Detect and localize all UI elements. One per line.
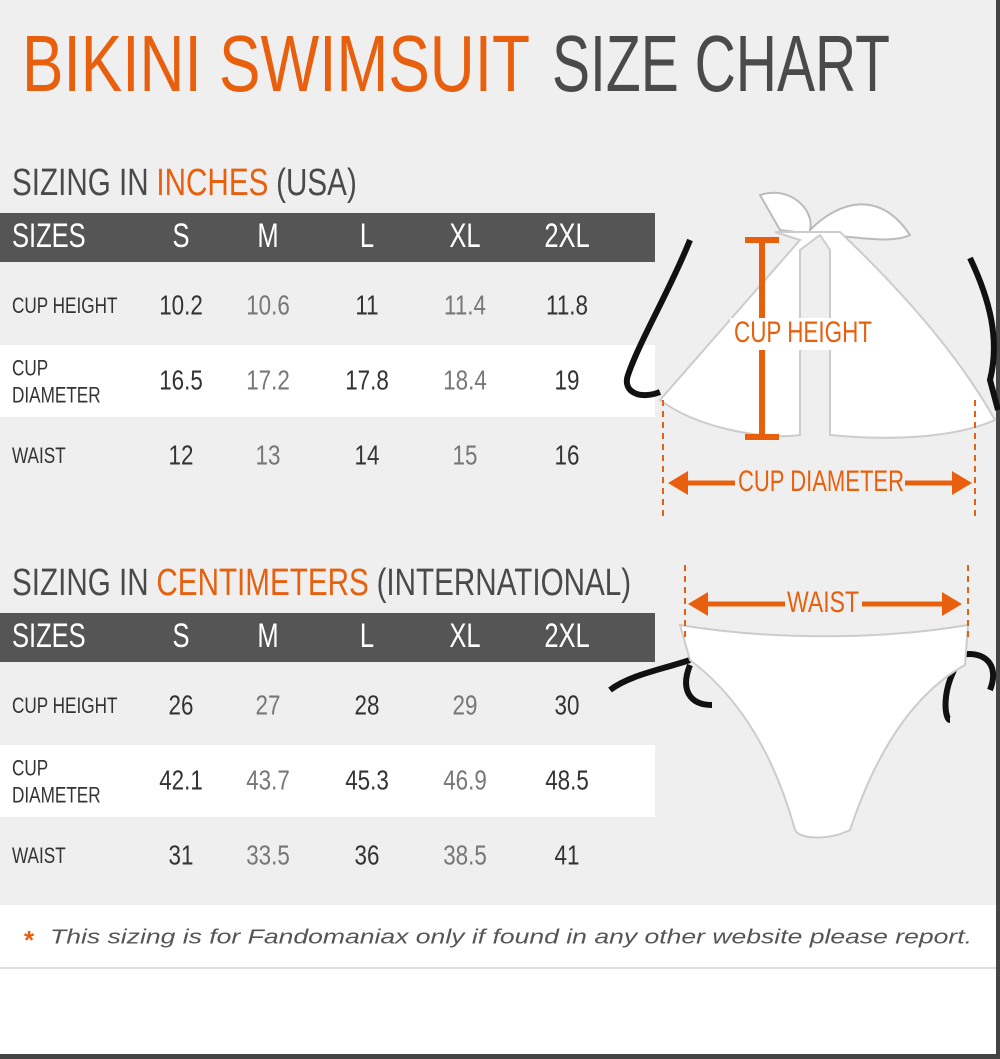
- cell: 28: [355, 690, 380, 721]
- size-header: L: [360, 218, 374, 255]
- cell: 17.8: [345, 365, 389, 396]
- row-label: CUP DIAMETER: [12, 757, 101, 809]
- cell: 45.3: [345, 765, 389, 796]
- footnote: This sizing is for Fandomaniax only if f…: [50, 926, 972, 948]
- halter-tie: [758, 191, 912, 241]
- size-header: M: [257, 618, 278, 655]
- cell: 16: [555, 440, 580, 471]
- sizes-header: SIZES: [12, 218, 86, 255]
- cup-diameter-label: CUP DIAMETER: [738, 465, 904, 498]
- cell: 11: [355, 290, 378, 321]
- cell: 29: [453, 690, 478, 721]
- row-label: CUP DIAMETER: [12, 357, 101, 409]
- size-header: XL: [449, 618, 480, 655]
- size-header: XL: [449, 218, 480, 255]
- row-label: CUP HEIGHT: [12, 694, 117, 719]
- row-bg: [0, 670, 655, 742]
- right-border: [996, 0, 1000, 1059]
- table-header-bg: [0, 613, 655, 662]
- cell: 31: [169, 840, 194, 871]
- sizes-header: SIZES: [12, 618, 86, 655]
- cell: 10.6: [246, 290, 290, 321]
- row-bg: [0, 745, 655, 817]
- row-bg: [0, 270, 655, 342]
- heading-highlight: CENTIMETERS: [156, 562, 368, 604]
- heading-highlight: INCHES: [156, 162, 268, 204]
- table-header-bg: [0, 213, 655, 262]
- cell: 33.5: [246, 840, 290, 871]
- size-header: M: [257, 218, 278, 255]
- cell: 38.5: [443, 840, 487, 871]
- bikini-bottom: [678, 623, 970, 839]
- heading-prefix: SIZING IN: [12, 562, 149, 604]
- section-heading: SIZING IN CENTIMETERS (INTERNATIONAL): [12, 562, 631, 604]
- row-label: WAIST: [12, 844, 66, 869]
- cell: 16.5: [159, 365, 203, 396]
- cell: 46.9: [443, 765, 487, 796]
- cell: 26: [169, 690, 194, 721]
- cell: 17.2: [246, 365, 290, 396]
- cell: 48.5: [545, 765, 589, 796]
- size-header: L: [360, 618, 374, 655]
- cup-height-label: CUP HEIGHT: [734, 316, 872, 349]
- title-rest: SIZE CHART: [552, 19, 890, 108]
- row-bg: [0, 345, 655, 417]
- cell: 13: [256, 440, 281, 471]
- row-bg: [0, 420, 655, 492]
- cell: 27: [256, 690, 281, 721]
- cell: 12: [169, 440, 194, 471]
- row-bg: [0, 820, 655, 892]
- size-header: S: [172, 618, 189, 655]
- cell: 42.1: [159, 765, 203, 796]
- size-header: 2XL: [544, 618, 589, 655]
- row-label: CUP HEIGHT: [12, 294, 117, 319]
- footnote-marker: *: [24, 925, 35, 955]
- heading-suffix: (INTERNATIONAL): [377, 562, 632, 604]
- cell: 18.4: [443, 365, 487, 396]
- cell: 19: [555, 365, 580, 396]
- cell: 43.7: [246, 765, 290, 796]
- size-header: S: [172, 218, 189, 255]
- diagram: CUP HEIGHT CUP DIAMETER WAIST: [608, 191, 1000, 839]
- row-label: WAIST: [12, 444, 66, 469]
- section-heading: SIZING IN INCHES (USA): [12, 162, 357, 204]
- cell: 15: [453, 440, 478, 471]
- heading-prefix: SIZING IN: [12, 162, 149, 204]
- size-header: 2XL: [544, 218, 589, 255]
- footer-bg: [0, 905, 1000, 1059]
- cell: 36: [355, 840, 380, 871]
- cell: 41: [555, 840, 580, 871]
- heading-suffix: (USA): [276, 162, 357, 204]
- cell: 30: [555, 690, 580, 721]
- bottom-border: [0, 1054, 1000, 1059]
- cell: 10.2: [159, 290, 203, 321]
- waist-label: WAIST: [787, 586, 859, 619]
- cell: 14: [355, 440, 380, 471]
- title-highlight: BIKINI SWIMSUIT: [22, 19, 530, 108]
- bikini-top: [658, 231, 997, 439]
- cell: 11.8: [546, 290, 588, 321]
- string: [623, 238, 693, 399]
- string: [608, 657, 713, 708]
- cell: 11.4: [444, 290, 486, 321]
- label-bg: [730, 318, 876, 350]
- string: [967, 256, 1000, 411]
